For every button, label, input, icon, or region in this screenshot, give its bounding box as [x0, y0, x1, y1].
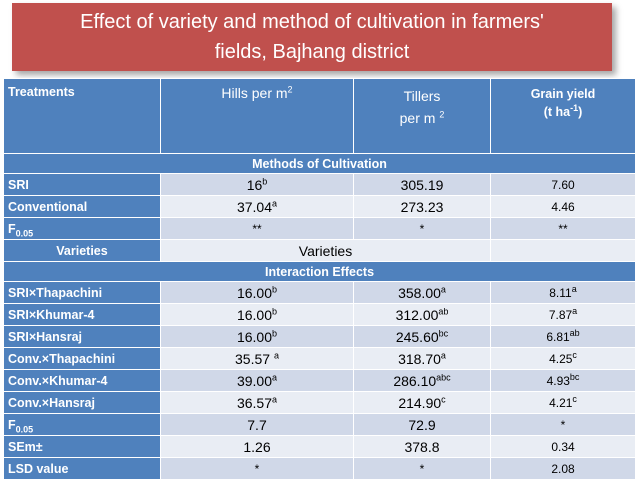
row-label: LSD value — [3, 457, 161, 480]
row-label: SRI×Hansraj — [3, 325, 161, 348]
header-row: Treatments Hills per m2 Tillers per m 2 … — [3, 78, 636, 154]
row-label: F0.05 — [3, 413, 161, 436]
grain-cell: 4.25c — [490, 347, 636, 370]
title-line-2: fields, Bajhang district — [214, 41, 410, 63]
hills-cell: 36.57a — [160, 391, 354, 414]
hills-cell: 16.00b — [160, 281, 354, 304]
hills-cell: 1.26 — [160, 435, 354, 458]
hills-cell: 16.00b — [160, 303, 354, 326]
row-label: Conventional — [3, 195, 161, 218]
slide-title: Effect of variety and method of cultivat… — [12, 3, 612, 71]
tillers-cell: 72.9 — [353, 413, 491, 436]
table-row: Conv.×Thapachini 35.57 a 318.70a 4.25c — [3, 347, 636, 370]
grain-cell: 8.11a — [490, 281, 636, 304]
tillers-cell: 286.10abc — [353, 369, 491, 392]
table-row: Conv.×Hansraj 36.57a 214.90c 4.21c — [3, 391, 636, 414]
table-row: F0.05 7.7 72.9 * — [3, 413, 636, 436]
table-row: SRI×Thapachini 16.00b 358.00a 8.11a — [3, 281, 636, 304]
grain-cell: 7.60 — [490, 173, 636, 196]
tillers-cell: 312.00ab — [353, 303, 491, 326]
hills-cell: 35.57 a — [160, 347, 354, 370]
table-row: SRI×Hansraj 16.00b 245.60bc 6.81ab — [3, 325, 636, 348]
row-label: Conv.×Hansraj — [3, 391, 161, 414]
tillers-cell: 214.90c — [353, 391, 491, 414]
grain-cell: 7.87a — [490, 303, 636, 326]
grain-cell: * — [490, 413, 636, 436]
grain-cell: 2.08 — [490, 457, 636, 480]
hills-cell: 16.00b — [160, 325, 354, 348]
header-grain-yield: Grain yield (t ha-1) — [490, 78, 636, 154]
table-row: Varieties Varieties — [3, 239, 636, 262]
hills-cell: 16b — [160, 173, 354, 196]
hills-cell: 39.00a — [160, 369, 354, 392]
table-row: Conventional 37.04a 273.23 4.46 — [3, 195, 636, 218]
row-label: Conv.×Khumar-4 — [3, 369, 161, 392]
grain-cell: 6.81ab — [490, 325, 636, 348]
table-row: SRI×Khumar-4 16.00b 312.00ab 7.87a — [3, 303, 636, 326]
row-label: Conv.×Thapachini — [3, 347, 161, 370]
hills-cell: ** — [160, 217, 354, 240]
row-label: F0.05 — [3, 217, 161, 240]
grain-cell: 4.93bc — [490, 369, 636, 392]
varieties-cell: Varieties — [160, 239, 491, 262]
grain-cell: 0.34 — [490, 435, 636, 458]
tillers-cell: 245.60bc — [353, 325, 491, 348]
title-line-1: Effect of variety and method of cultivat… — [80, 11, 544, 33]
table-row: SEm± 1.26 378.8 0.34 — [3, 435, 636, 458]
table-row: Conv.×Khumar-4 39.00a 286.10abc 4.93bc — [3, 369, 636, 392]
row-label: Varieties — [3, 239, 161, 262]
grain-cell: ** — [490, 217, 636, 240]
header-tillers: Tillers per m 2 — [353, 78, 491, 154]
hills-cell: 7.7 — [160, 413, 354, 436]
tillers-cell: 273.23 — [353, 195, 491, 218]
grain-cell: 4.21c — [490, 391, 636, 414]
tillers-cell: 305.19 — [353, 173, 491, 196]
table-row: LSD value * * 2.08 — [3, 457, 636, 480]
grain-cell: 4.46 — [490, 195, 636, 218]
tillers-cell: 378.8 — [353, 435, 491, 458]
empty-cell — [490, 239, 636, 262]
results-table: Treatments Hills per m2 Tillers per m 2 … — [3, 78, 636, 480]
tillers-cell: * — [353, 217, 491, 240]
hills-cell: 37.04a — [160, 195, 354, 218]
header-hills: Hills per m2 — [160, 78, 354, 154]
section-methods-label: Methods of Cultivation — [3, 153, 636, 174]
tillers-cell: 358.00a — [353, 281, 491, 304]
section-methods-row: Methods of Cultivation — [3, 153, 636, 174]
section-interaction-row: Interaction Effects — [3, 261, 636, 282]
section-interaction-label: Interaction Effects — [3, 261, 636, 282]
row-label: SEm± — [3, 435, 161, 458]
tillers-cell: 318.70a — [353, 347, 491, 370]
header-treatments: Treatments — [3, 78, 161, 154]
hills-cell: * — [160, 457, 354, 480]
row-label: SRI×Thapachini — [3, 281, 161, 304]
table-row: F0.05 ** * ** — [3, 217, 636, 240]
table-row: SRI 16b 305.19 7.60 — [3, 173, 636, 196]
row-label: SRI — [3, 173, 161, 196]
row-label: SRI×Khumar-4 — [3, 303, 161, 326]
tillers-cell: * — [353, 457, 491, 480]
